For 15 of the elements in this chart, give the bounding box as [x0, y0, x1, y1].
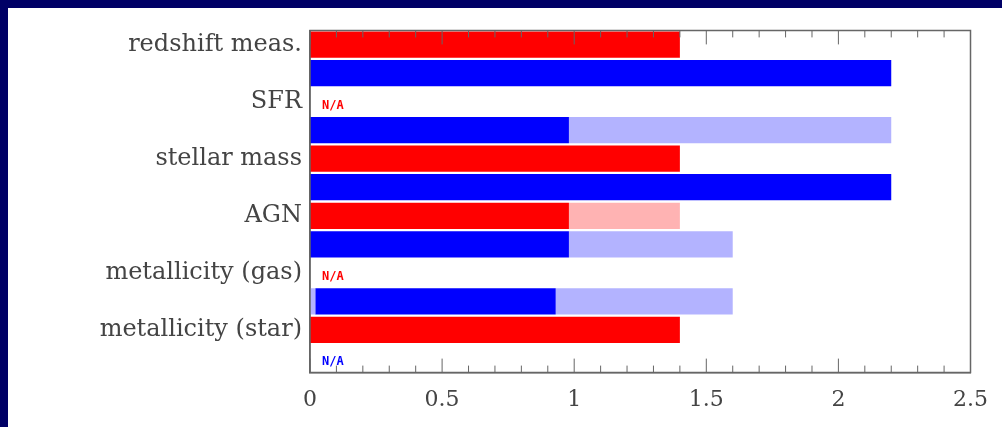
- x-tick-label: 1: [567, 385, 582, 411]
- text: N/A: [322, 268, 344, 283]
- y-tick-label: stellar mass: [155, 142, 302, 171]
- text: N/A: [322, 354, 344, 369]
- text: N/A: [322, 97, 344, 112]
- y-tick-label: redshift meas.: [128, 28, 302, 57]
- y-tick-label: AGN: [243, 199, 302, 228]
- y-tick-label: metallicity (gas): [105, 257, 302, 286]
- x-tick-label: 1.5: [688, 385, 724, 411]
- x-tick-label: 0: [303, 385, 317, 411]
- x-tick-label: 0.5: [424, 385, 460, 411]
- y-tick-label: SFR: [250, 85, 303, 114]
- x-tick-label: 2: [831, 385, 846, 411]
- x-tick-label: 2.5: [953, 385, 989, 411]
- y-tick-label: metallicity (star): [99, 314, 302, 343]
